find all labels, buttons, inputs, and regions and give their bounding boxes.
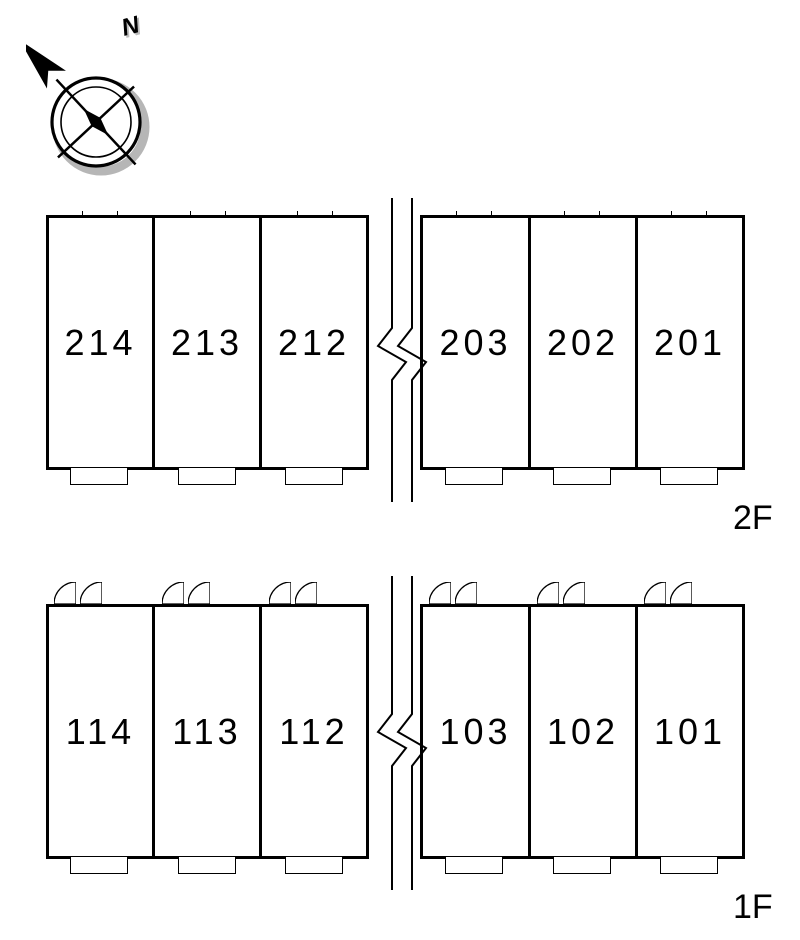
balcony-icon	[70, 857, 128, 874]
unit-112: 112	[259, 604, 369, 859]
door-icon	[54, 582, 76, 604]
window-notch-icon	[564, 211, 600, 216]
door-icon	[563, 582, 585, 604]
window-notch-icon	[297, 211, 333, 216]
door-icon	[269, 582, 291, 604]
compass-n-label: N	[119, 11, 143, 42]
balcony-icon	[70, 468, 128, 485]
window-notch-icon	[82, 211, 118, 216]
door-icon	[188, 582, 210, 604]
door-icon	[670, 582, 692, 604]
door-icon	[162, 582, 184, 604]
balcony-icon	[178, 857, 236, 874]
compass-icon: N N	[26, 8, 166, 193]
balcony-icon	[445, 468, 503, 485]
balcony-icon	[285, 468, 343, 485]
balcony-icon	[445, 857, 503, 874]
unit-101: 101	[635, 604, 745, 859]
window-notch-icon	[671, 211, 707, 216]
balcony-icon	[178, 468, 236, 485]
unit-103: 103	[420, 604, 531, 859]
floor-label-1f: 1F	[733, 888, 773, 927]
section-break-icon	[372, 576, 432, 895]
unit-113: 113	[152, 604, 262, 859]
door-icon	[537, 582, 559, 604]
window-notch-icon	[190, 211, 226, 216]
balcony-icon	[553, 857, 611, 874]
unit-114: 114	[46, 604, 155, 859]
floorplan-canvas: N N 214 213 212 203 202 201	[0, 0, 800, 940]
door-icon	[429, 582, 451, 604]
unit-213: 213	[152, 215, 262, 470]
door-icon	[80, 582, 102, 604]
unit-201: 201	[635, 215, 745, 470]
floor2-right-block: 203 202 201	[420, 215, 745, 470]
unit-202: 202	[528, 215, 638, 470]
unit-214: 214	[46, 215, 155, 470]
balcony-icon	[553, 468, 611, 485]
balcony-icon	[285, 857, 343, 874]
window-notch-icon	[456, 211, 492, 216]
section-break-icon	[372, 198, 432, 507]
floor2-left-block: 214 213 212	[46, 215, 369, 470]
unit-203: 203	[420, 215, 531, 470]
floor1-left-block: 114 113 112	[46, 604, 369, 859]
balcony-icon	[660, 468, 718, 485]
unit-212: 212	[259, 215, 369, 470]
door-icon	[455, 582, 477, 604]
door-icon	[295, 582, 317, 604]
floor1-right-block: 103 102 101	[420, 604, 745, 859]
floor-label-2f: 2F	[733, 499, 773, 538]
balcony-icon	[660, 857, 718, 874]
door-icon	[644, 582, 666, 604]
unit-102: 102	[528, 604, 638, 859]
